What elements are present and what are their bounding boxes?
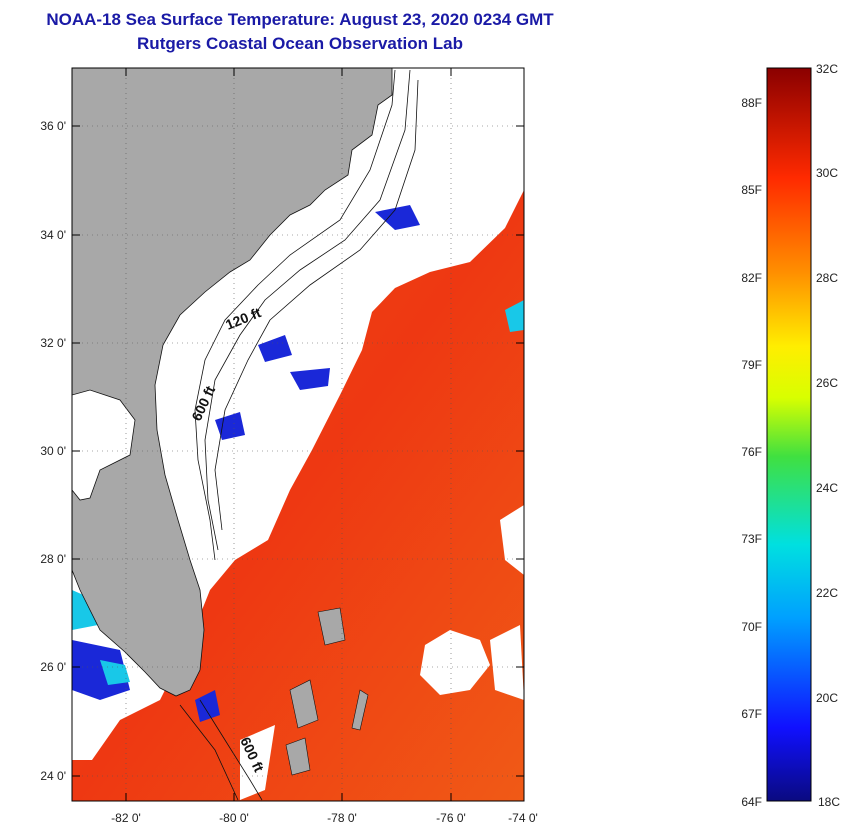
lat-label: 34 0' bbox=[40, 228, 66, 242]
map-frame bbox=[71, 67, 525, 802]
cloud-patch bbox=[420, 630, 490, 695]
colorbar-f-label: 73F bbox=[741, 532, 762, 546]
colorbar-c-label: 32C bbox=[816, 62, 838, 76]
lat-label: 36 0' bbox=[40, 119, 66, 133]
colorbar-fahrenheit-labels: 88F 85F 82F 79F 76F 73F 70F 67F 64F bbox=[741, 96, 762, 809]
mid-sst-patches bbox=[72, 300, 524, 685]
cloud-patch bbox=[490, 625, 524, 700]
colorbar-f-label: 88F bbox=[741, 96, 762, 110]
colorbar-f-label: 64F bbox=[741, 795, 762, 809]
land-mainland bbox=[72, 68, 393, 697]
colorbar-c-label: 26C bbox=[816, 376, 838, 390]
colorbar-c-label: 28C bbox=[816, 271, 838, 285]
colorbar-f-label: 70F bbox=[741, 620, 762, 634]
bahamas-islands bbox=[285, 607, 369, 776]
axis-ticks bbox=[72, 68, 524, 801]
colorbar-f-label: 76F bbox=[741, 445, 762, 459]
lat-label: 28 0' bbox=[40, 552, 66, 566]
lat-label: 24 0' bbox=[40, 769, 66, 783]
map-title: NOAA-18 Sea Surface Temperature: August … bbox=[46, 10, 554, 29]
lon-label: -76 0' bbox=[436, 811, 466, 825]
colorbar-c-label: 18C bbox=[818, 795, 840, 809]
lat-label: 26 0' bbox=[40, 660, 66, 674]
cloud-patch bbox=[500, 505, 524, 575]
colorbar-c-label: 20C bbox=[816, 691, 838, 705]
lon-label: -78 0' bbox=[327, 811, 357, 825]
colorbar-f-label: 79F bbox=[741, 358, 762, 372]
colorbar-c-label: 30C bbox=[816, 166, 838, 180]
lon-label: -74 0' bbox=[508, 811, 538, 825]
colorbar-c-label: 22C bbox=[816, 586, 838, 600]
graticule bbox=[72, 68, 524, 801]
warm-sst-region bbox=[72, 190, 524, 801]
colorbar-c-label: 24C bbox=[816, 481, 838, 495]
lon-label: -80 0' bbox=[219, 811, 249, 825]
cloud-patch bbox=[240, 725, 275, 800]
map-plot-area: 120 ft 600 ft 600 ft bbox=[72, 68, 524, 801]
colorbar-f-label: 85F bbox=[741, 183, 762, 197]
longitude-labels: -82 0' -80 0' -78 0' -76 0' -74 0' bbox=[111, 811, 538, 825]
lon-label: -82 0' bbox=[111, 811, 141, 825]
lat-label: 30 0' bbox=[40, 444, 66, 458]
latitude-labels: 36 0' 34 0' 32 0' 30 0' 28 0' 26 0' 24 0… bbox=[40, 119, 66, 783]
colorbar-f-label: 67F bbox=[741, 707, 762, 721]
cool-sst-patches bbox=[72, 205, 420, 722]
colorbar bbox=[766, 67, 812, 802]
colorbar-celsius-labels: 32C 30C 28C 26C 24C 22C 20C 18C bbox=[816, 62, 840, 809]
bathymetry-contours bbox=[179, 69, 419, 801]
lat-label: 32 0' bbox=[40, 336, 66, 350]
colorbar-f-label: 82F bbox=[741, 271, 762, 285]
map-subtitle: Rutgers Coastal Ocean Observation Lab bbox=[137, 34, 463, 53]
